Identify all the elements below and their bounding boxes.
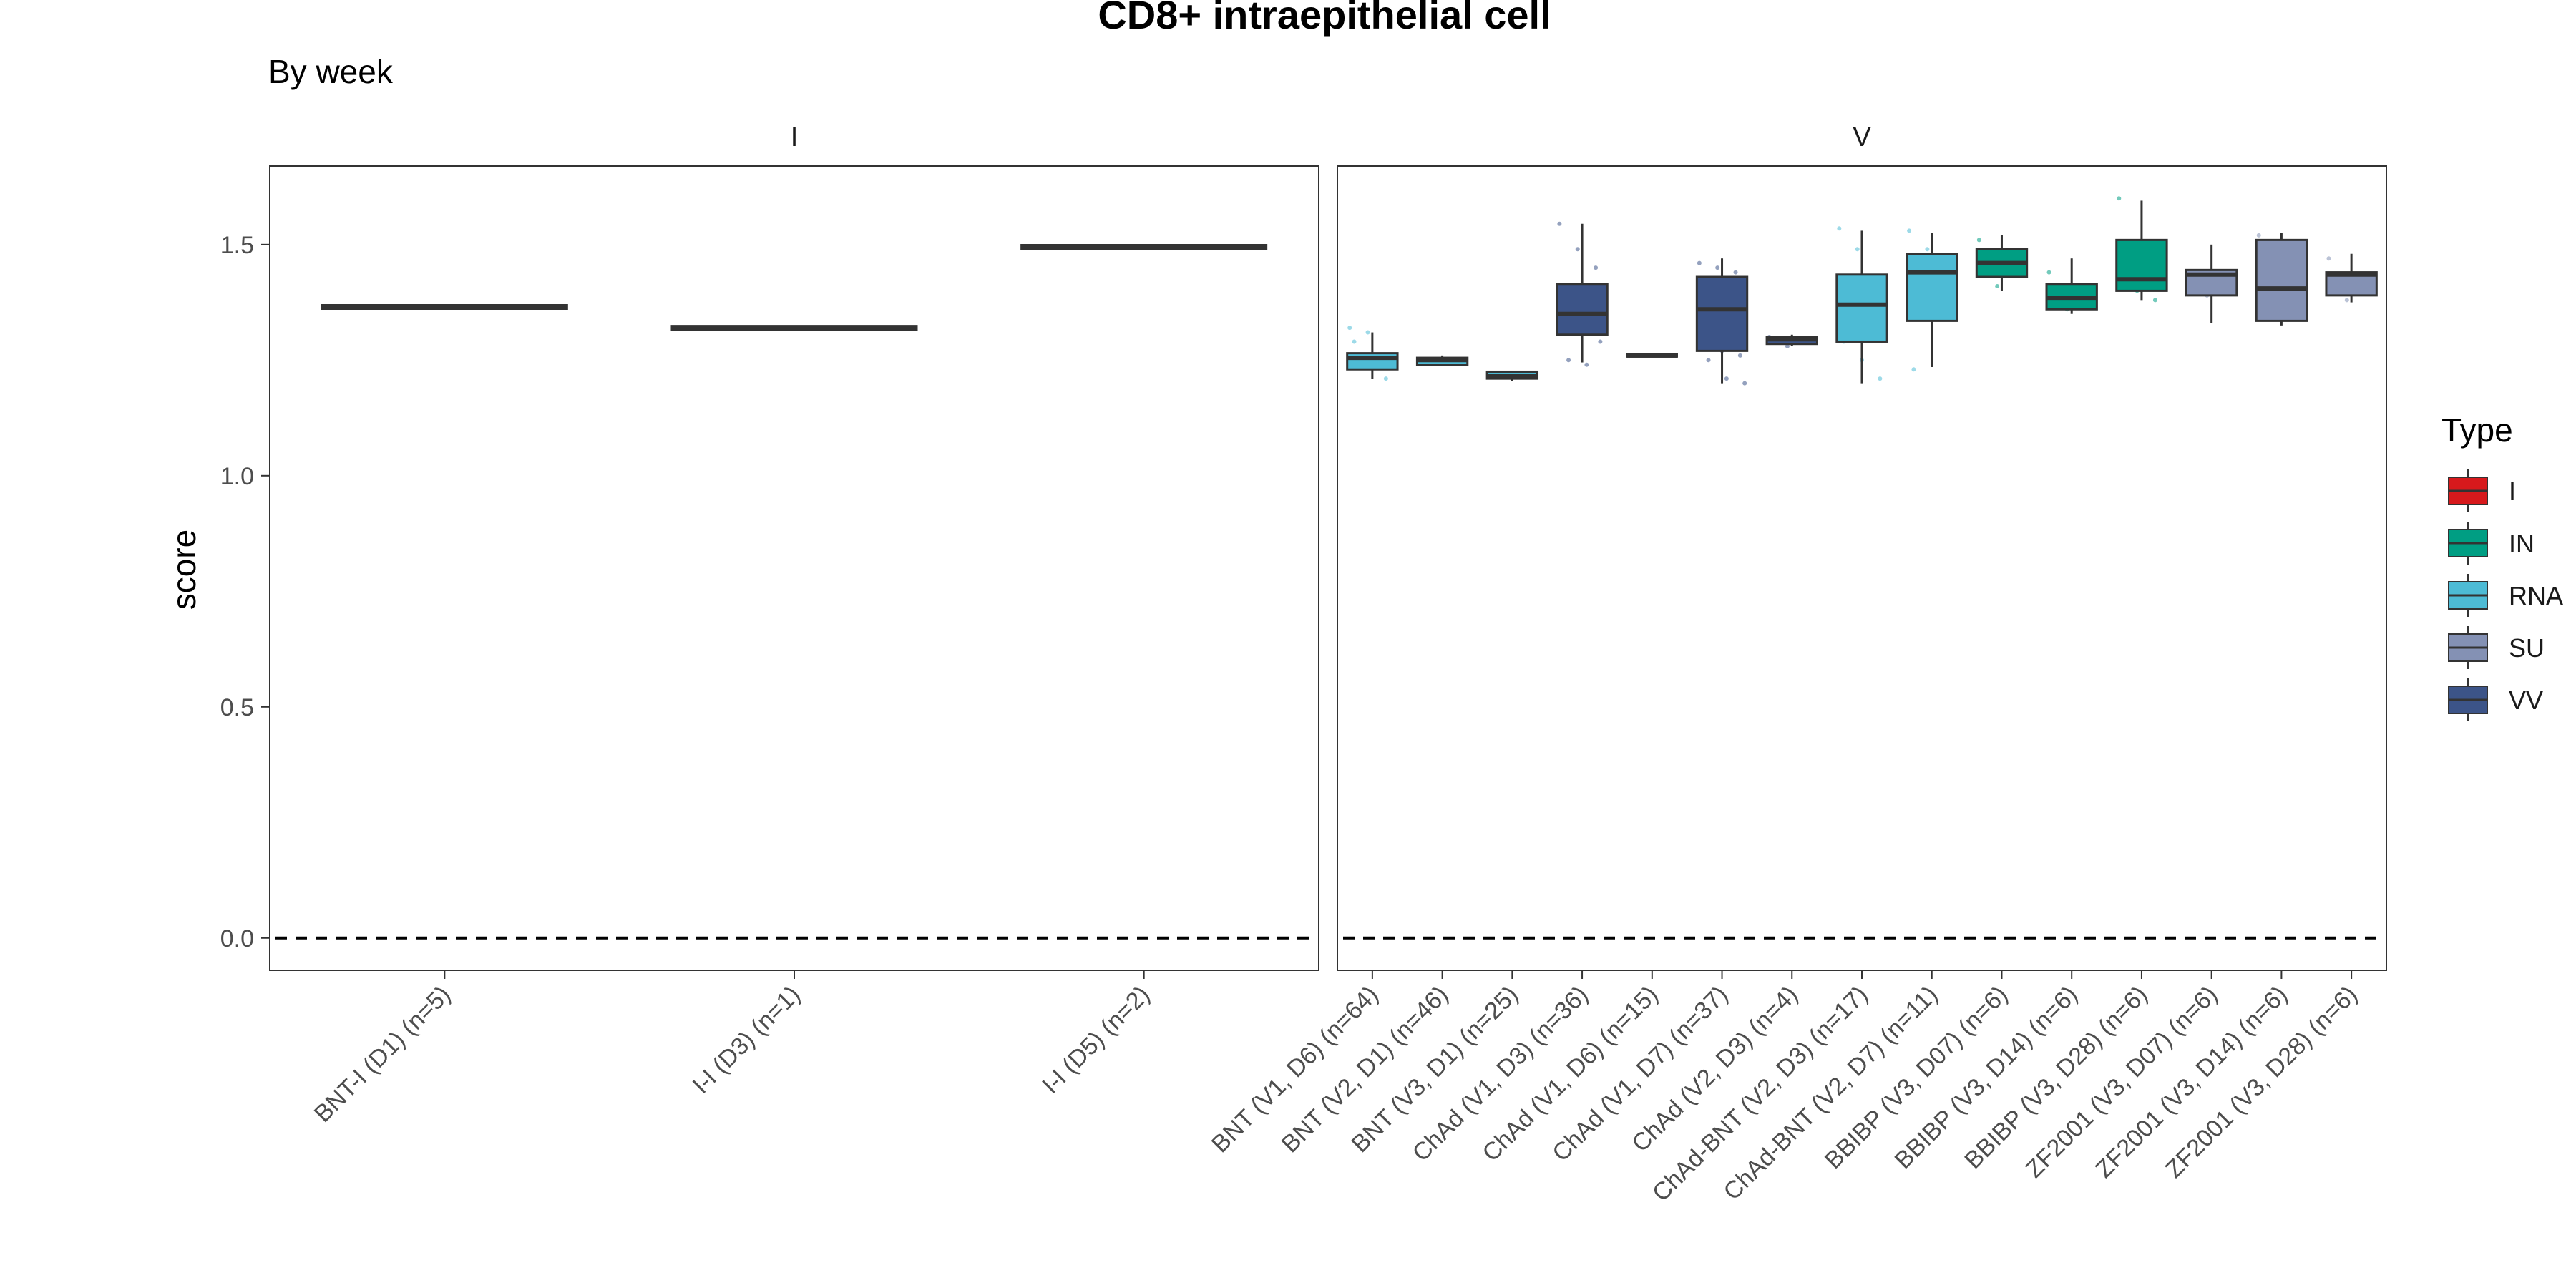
data-point	[2117, 196, 2122, 201]
data-point	[2046, 270, 2051, 275]
box-10	[1975, 235, 2029, 291]
data-point	[1907, 228, 1912, 233]
box-iqr	[1695, 275, 1749, 352]
box-8	[1835, 226, 1888, 384]
data-point	[1365, 330, 1370, 335]
facet-strip-label: I	[791, 122, 799, 152]
box-5	[1626, 353, 1678, 358]
box-iqr	[1906, 253, 1958, 322]
data-point	[1724, 376, 1729, 381]
legend-title: Type	[2441, 411, 2513, 449]
facet-strip-label: V	[1853, 122, 1871, 152]
legend-item-RNA: RNA	[2448, 574, 2563, 617]
data-point	[1855, 247, 1860, 252]
data-point	[1995, 283, 2000, 288]
legend-item-I: I	[2448, 469, 2516, 512]
box-iqr	[1835, 273, 1888, 343]
legend-label: IN	[2509, 529, 2534, 558]
legend-item-SU: SU	[2448, 626, 2545, 669]
box-iqr	[1556, 283, 1609, 336]
data-point	[2256, 233, 2261, 238]
box-14	[2255, 233, 2308, 326]
data-point	[2344, 298, 2349, 303]
box-12	[2115, 196, 2168, 303]
box-3	[1485, 370, 1539, 381]
data-point	[1925, 247, 1930, 252]
legend-item-IN: IN	[2448, 522, 2534, 565]
box-iqr	[2115, 238, 2168, 292]
data-point	[1715, 265, 1720, 270]
data-point	[1737, 353, 1742, 358]
data-point	[2326, 256, 2331, 261]
data-point	[1352, 339, 1357, 344]
data-point	[1347, 326, 1352, 331]
box-15	[2325, 253, 2378, 303]
data-point	[1733, 270, 1738, 275]
data-point	[1584, 362, 1589, 367]
data-point	[1383, 376, 1388, 381]
box-7	[1765, 334, 1818, 348]
data-point	[1911, 367, 1916, 372]
box-4	[1556, 221, 1609, 367]
data-point	[1837, 226, 1842, 231]
data-point	[1878, 376, 1883, 381]
y-axis-title: score	[165, 530, 203, 610]
data-point	[1785, 343, 1790, 348]
legend-label: VV	[2509, 686, 2543, 715]
box-1	[1346, 326, 1399, 381]
box-9	[1906, 228, 1958, 372]
legend-item-VV: VV	[2448, 678, 2543, 721]
y-tick-label: 0.5	[220, 694, 254, 721]
data-point	[1594, 265, 1599, 270]
data-point	[1706, 358, 1711, 363]
legend-items: I IN RNA SU VV	[2448, 469, 2563, 721]
data-point	[1742, 381, 1747, 386]
chart-title: CD8+ intraepithelial cell	[1098, 0, 1551, 37]
data-point	[1575, 247, 1580, 252]
y-tick-label: 1.5	[220, 232, 254, 259]
chart-subtitle: By week	[268, 53, 394, 90]
box-iqr	[1346, 352, 1399, 371]
legend-label: RNA	[2509, 581, 2563, 610]
legend-label: SU	[2509, 633, 2545, 663]
data-point	[2152, 298, 2157, 303]
box-6	[1695, 258, 1749, 386]
y-tick-label: 1.0	[220, 463, 254, 490]
data-point	[1566, 358, 1571, 363]
data-point	[1598, 339, 1603, 344]
legend-label: I	[2509, 477, 2516, 506]
box-iqr	[2255, 238, 2308, 322]
box-2	[1415, 355, 1469, 366]
box-13	[2185, 244, 2238, 323]
legend: Type I IN RNA SU VV	[2441, 411, 2563, 721]
data-point	[1976, 238, 1981, 243]
data-point	[1557, 221, 1562, 226]
box-11	[2045, 258, 2098, 314]
data-point	[1697, 260, 1702, 265]
y-tick-label: 0.0	[220, 925, 254, 952]
